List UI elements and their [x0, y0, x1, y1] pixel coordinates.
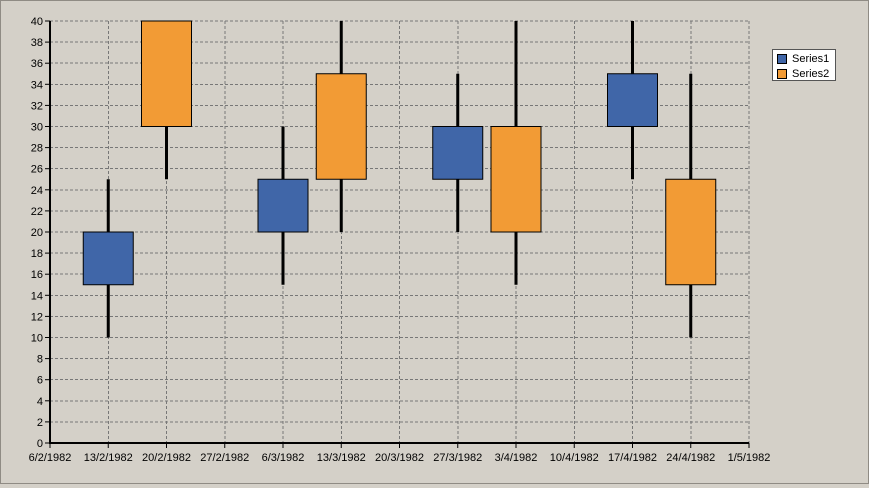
y-tick-label: 28: [31, 143, 43, 155]
candle-body-series1: [607, 73, 658, 127]
y-tick-label: 0: [37, 438, 43, 450]
candle-body-series2: [665, 178, 717, 286]
candles: [82, 20, 717, 338]
x-tick-label: 27/3/1982: [433, 452, 482, 464]
legend-item-series1: Series1: [773, 51, 835, 66]
candle-body-series2: [141, 20, 192, 127]
x-tick-label: 10/4/1982: [550, 452, 599, 464]
x-tick-label: 1/5/1982: [728, 452, 771, 464]
legend-item-series2: Series2: [773, 66, 835, 81]
y-tick-label: 20: [31, 227, 43, 239]
y-tick-label: 30: [31, 122, 43, 134]
y-tick-label: 24: [31, 185, 43, 197]
legend-swatch-series1: [777, 53, 787, 64]
candle-body-series2: [490, 126, 542, 233]
candle-body-series2: [315, 73, 367, 180]
y-tick-label: 14: [31, 290, 43, 302]
x-tick-label: 13/3/1982: [317, 452, 366, 464]
y-tick-label: 34: [31, 79, 43, 91]
candle-body-series1: [257, 178, 309, 233]
legend: Series1 Series2: [772, 49, 836, 81]
x-tick-label: 20/3/1982: [375, 452, 424, 464]
x-tick-label: 20/2/1982: [142, 452, 191, 464]
x-tick-label: 6/3/1982: [262, 452, 305, 464]
legend-label-series2: Series2: [792, 67, 830, 80]
y-tick-label: 22: [31, 206, 43, 218]
y-tick-label: 12: [31, 311, 43, 323]
y-tick-label: 8: [37, 354, 43, 366]
x-tick-label: 3/4/1982: [495, 452, 538, 464]
y-tick-label: 6: [37, 375, 43, 387]
y-tick-label: 38: [31, 37, 43, 49]
y-tick-label: 2: [37, 417, 43, 429]
y-tick-label: 16: [31, 269, 43, 281]
y-tick-label: 32: [31, 100, 43, 112]
y-tick-label: 36: [31, 58, 43, 70]
y-tick-label: 10: [31, 333, 43, 345]
y-tick-label: 4: [37, 396, 43, 408]
axes: 02468101214161820222426283032343638406/2…: [29, 16, 771, 464]
legend-label-series1: Series1: [792, 52, 830, 65]
candle-body-series1: [432, 126, 484, 180]
y-tick-label: 40: [31, 16, 43, 28]
y-tick-label: 26: [31, 164, 43, 176]
candle-body-series1: [82, 231, 134, 286]
x-tick-label: 6/2/1982: [29, 452, 72, 464]
x-tick-label: 27/2/1982: [200, 452, 249, 464]
x-tick-label: 13/2/1982: [84, 452, 133, 464]
x-tick-label: 17/4/1982: [608, 452, 657, 464]
x-tick-label: 24/4/1982: [666, 452, 715, 464]
legend-swatch-series2: [777, 68, 787, 79]
y-tick-label: 18: [31, 248, 43, 260]
